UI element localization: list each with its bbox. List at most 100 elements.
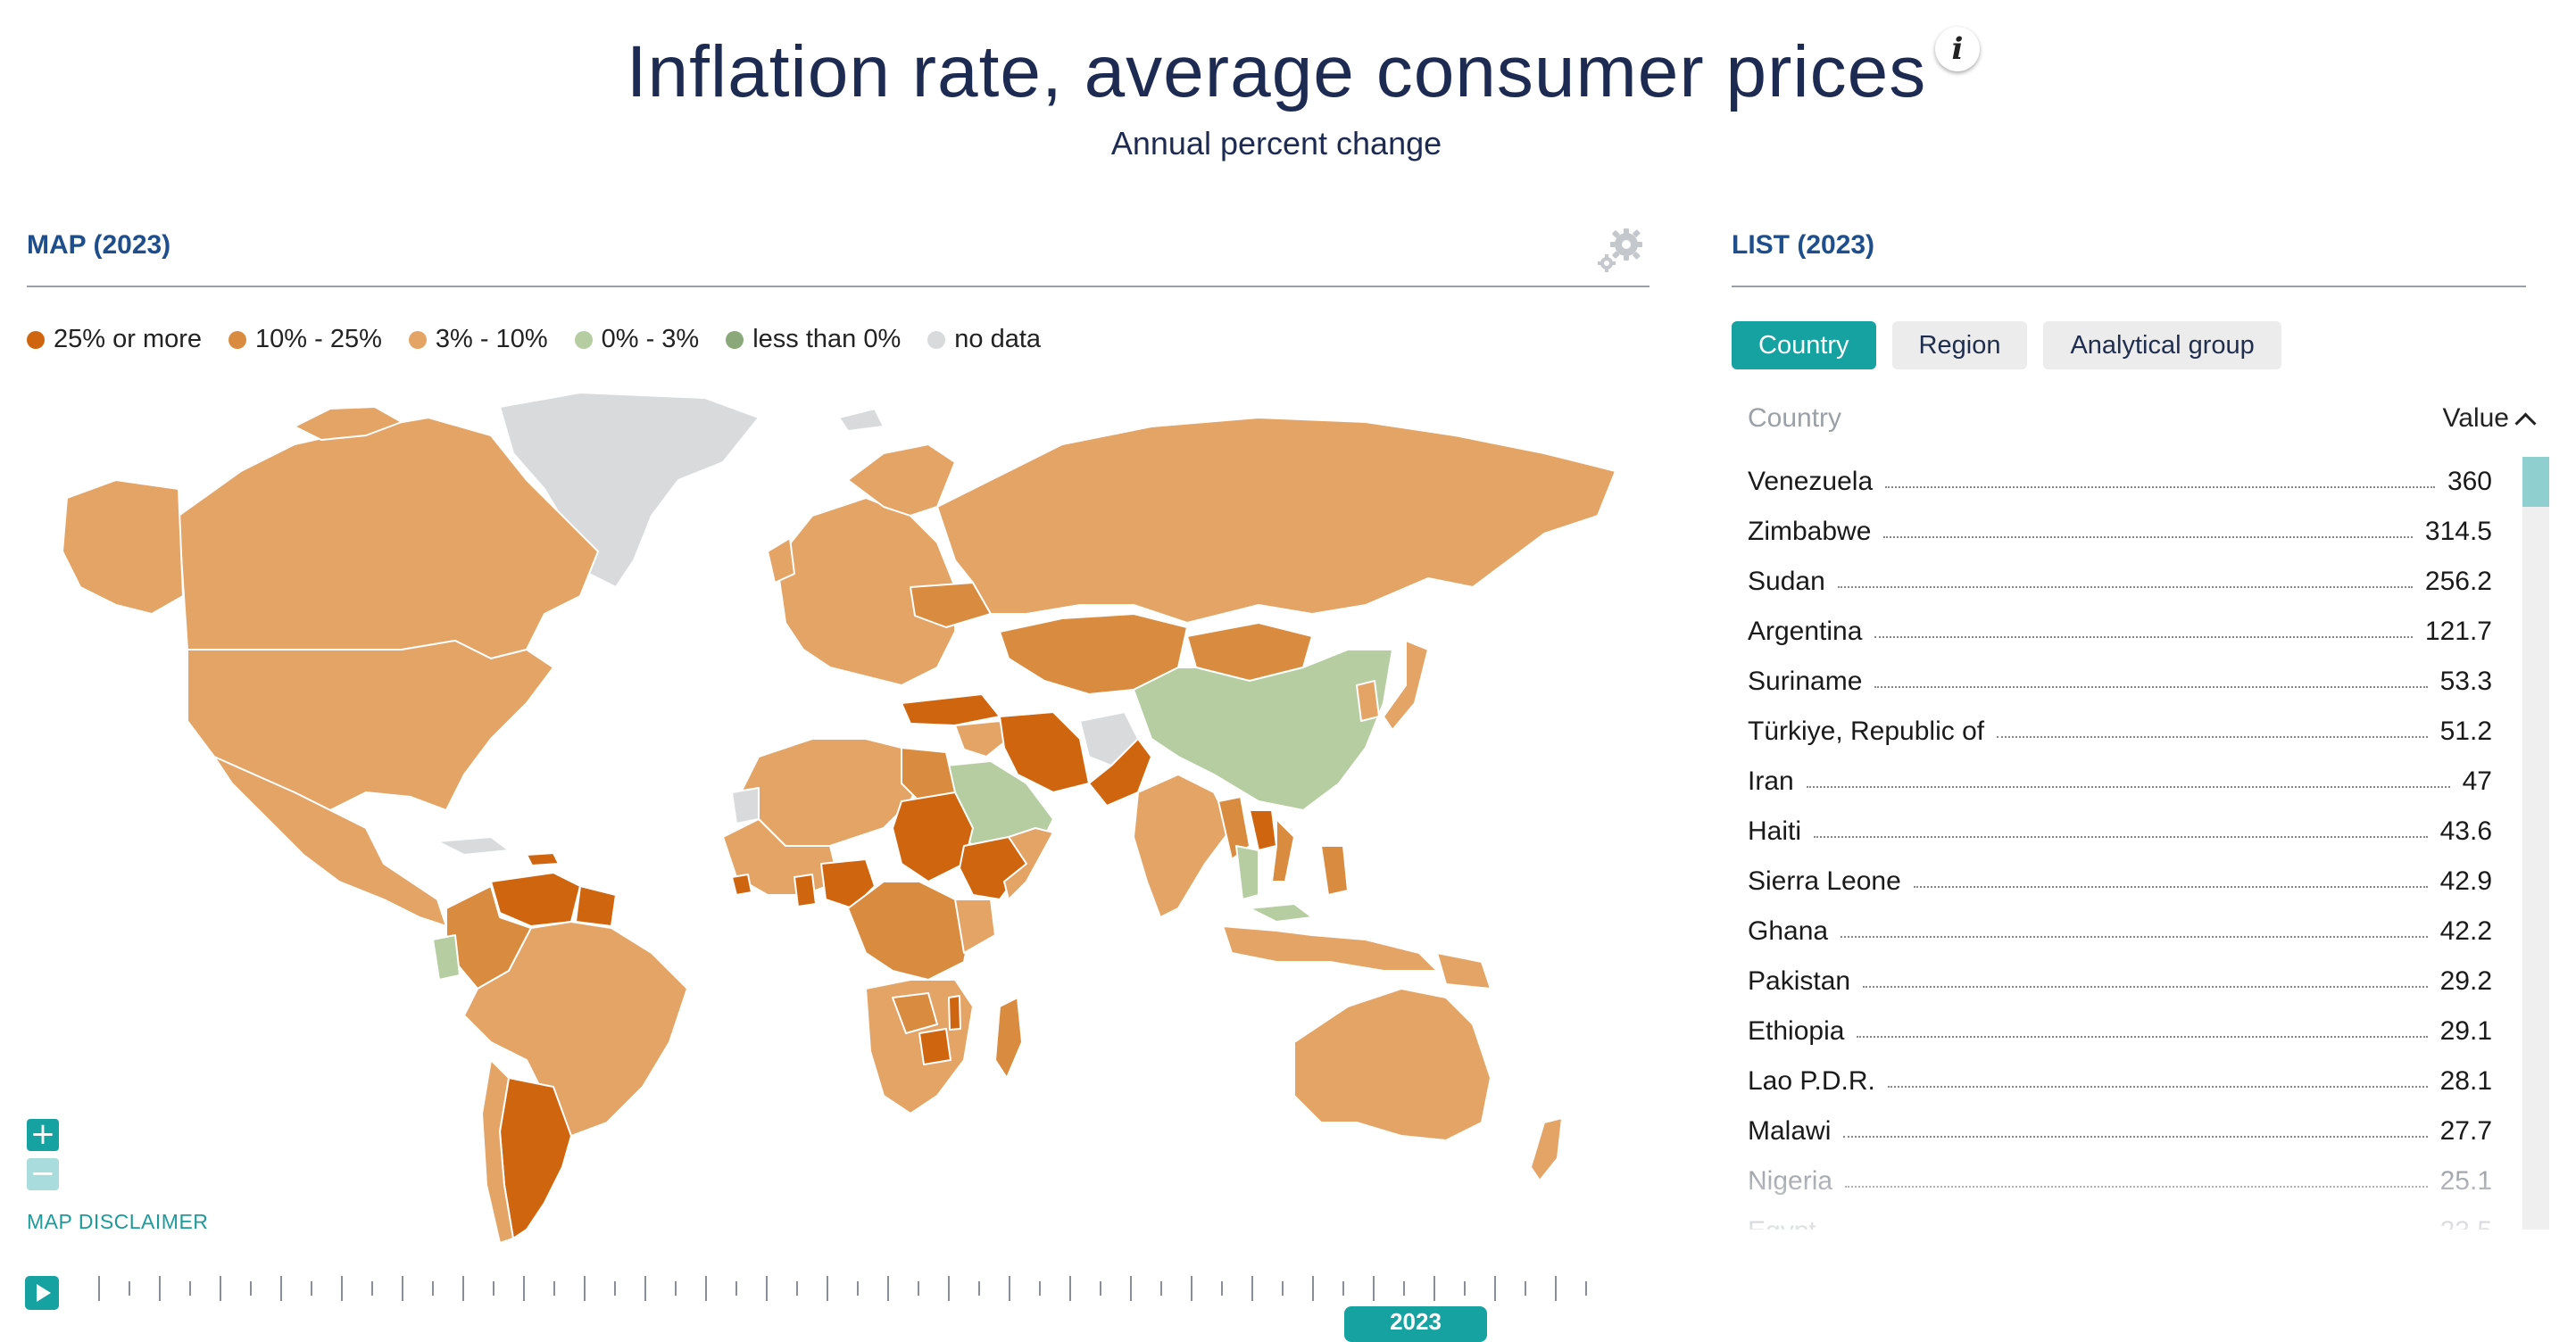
legend-label: 10% - 25% xyxy=(255,325,382,353)
region-cuba xyxy=(436,836,510,856)
page-title: Inflation rate, average consumer prices xyxy=(626,31,1927,112)
legend-swatch xyxy=(27,330,45,349)
gear-icon[interactable] xyxy=(1594,223,1648,277)
list-row-value: 47 xyxy=(2462,766,2492,796)
timeline-tick xyxy=(1403,1281,1405,1296)
list-row-leader xyxy=(1814,836,2428,838)
column-header-country[interactable]: Country xyxy=(1748,403,1842,433)
timeline-tick xyxy=(705,1276,707,1301)
timeline-tick xyxy=(1069,1276,1071,1301)
list-row-value: 360 xyxy=(2447,467,2492,496)
info-icon[interactable]: i xyxy=(1935,27,1980,71)
list-row-leader xyxy=(1887,1086,2428,1088)
region-lao xyxy=(1249,809,1277,851)
region-myanmar xyxy=(1217,796,1251,860)
timeline-tick xyxy=(220,1276,221,1301)
legend-label: no data xyxy=(954,325,1042,353)
column-header-value-label: Value xyxy=(2442,403,2509,433)
list-row-leader xyxy=(1806,786,2450,788)
world-map[interactable] xyxy=(27,382,1651,1247)
list-row-value: 256.2 xyxy=(2424,567,2492,596)
legend-item[interactable]: 0% - 3% xyxy=(574,325,699,354)
timeline-tick xyxy=(1312,1276,1314,1301)
list-row-country: Haiti xyxy=(1748,816,1802,846)
tab-analytical-group[interactable]: Analytical group xyxy=(2043,321,2281,369)
legend-swatch xyxy=(927,330,946,349)
legend-item[interactable]: 3% - 10% xyxy=(408,325,548,354)
year-timeline[interactable] xyxy=(98,1276,1587,1312)
list-row[interactable]: Türkiye, Republic of 51.2 xyxy=(1748,707,2492,757)
sort-asc-icon xyxy=(2514,412,2537,435)
legend-swatch xyxy=(229,330,247,349)
timeline-tick xyxy=(948,1276,950,1301)
list-row[interactable]: Sierra Leone 42.9 xyxy=(1748,857,2492,907)
list-row[interactable]: Iran 47 xyxy=(1748,757,2492,807)
zoom-out-button[interactable]: − xyxy=(27,1158,59,1190)
country-list[interactable]: Venezuela 360 Zimbabwe 314.5 Sudan 256.2 Argen… xyxy=(1748,457,2492,1230)
legend-item[interactable]: no data xyxy=(927,325,1041,354)
timeline-tick xyxy=(523,1276,525,1301)
list-row[interactable]: Argentina 121.7 xyxy=(1748,607,2492,657)
list-row[interactable]: Ghana 42.2 xyxy=(1748,907,2492,957)
list-row[interactable]: Haiti 43.6 xyxy=(1748,807,2492,857)
current-year-handle[interactable]: 2023 xyxy=(1344,1306,1487,1342)
region-western-sahara xyxy=(731,787,760,824)
timeline-tick xyxy=(432,1281,434,1296)
legend-swatch xyxy=(574,330,593,349)
timeline-tick xyxy=(280,1276,282,1301)
region-scandinavia xyxy=(847,443,956,517)
region-turkiye xyxy=(901,693,1001,726)
timeline-tick xyxy=(1433,1276,1435,1301)
legend-swatch xyxy=(726,330,744,349)
list-heading-rule xyxy=(1732,286,2526,287)
list-row[interactable]: Malawi 27.7 xyxy=(1748,1106,2492,1156)
region-png xyxy=(1436,952,1492,990)
timeline-tick xyxy=(1525,1281,1526,1296)
legend-item[interactable]: less than 0% xyxy=(726,325,901,354)
list-row-country: Ghana xyxy=(1748,916,1829,946)
region-arctic-islands xyxy=(294,406,403,441)
list-row[interactable]: Ethiopia 29.1 xyxy=(1748,1006,2492,1056)
legend-label: 25% or more xyxy=(54,325,203,353)
timeline-tick xyxy=(918,1281,919,1296)
legend-item[interactable]: 25% or more xyxy=(27,325,202,354)
timeline-tick xyxy=(462,1276,464,1301)
list-row[interactable]: Pakistan 29.2 xyxy=(1748,957,2492,1006)
list-row-value: 29.1 xyxy=(2439,1016,2492,1046)
region-malawi xyxy=(948,995,961,1031)
region-sudan xyxy=(892,791,974,882)
timeline-tick xyxy=(1342,1281,1344,1296)
region-thailand xyxy=(1235,845,1259,900)
zoom-in-button[interactable]: + xyxy=(27,1119,59,1151)
list-row-country: Argentina xyxy=(1748,617,1863,646)
region-pakistan xyxy=(1088,738,1152,807)
timeline-tick xyxy=(584,1276,586,1301)
map-disclaimer-link[interactable]: MAP DISCLAIMER xyxy=(27,1210,209,1233)
timeline-tick xyxy=(1009,1276,1010,1301)
timeline-tick xyxy=(159,1276,161,1301)
column-header-value[interactable]: Value xyxy=(2442,403,2537,435)
list-row-leader xyxy=(1874,636,2413,638)
list-scrollbar-thumb[interactable] xyxy=(2522,457,2549,507)
region-iran xyxy=(999,711,1090,793)
timeline-tick xyxy=(1160,1281,1162,1296)
region-zimbabwe xyxy=(918,1028,951,1065)
list-row[interactable]: Suriname 53.3 xyxy=(1748,657,2492,707)
list-row[interactable]: Zimbabwe 314.5 xyxy=(1748,507,2492,557)
list-row-value: 27.7 xyxy=(2439,1116,2492,1146)
list-row[interactable]: Sudan 256.2 xyxy=(1748,557,2492,607)
tab-country[interactable]: Country xyxy=(1732,321,1876,369)
timeline-tick xyxy=(675,1281,677,1296)
region-sierra-leone xyxy=(731,874,752,896)
list-row-leader xyxy=(1841,936,2428,938)
play-icon[interactable] xyxy=(25,1276,59,1310)
tab-region[interactable]: Region xyxy=(1891,321,2028,369)
list-scrollbar[interactable] xyxy=(2522,457,2549,1230)
list-row[interactable]: Venezuela 360 xyxy=(1748,457,2492,507)
legend-item[interactable]: 10% - 25% xyxy=(229,325,382,354)
timeline-tick xyxy=(1130,1276,1132,1301)
region-ghana xyxy=(794,874,817,907)
region-middle-east xyxy=(954,720,1010,758)
list-row[interactable]: Lao P.D.R. 28.1 xyxy=(1748,1056,2492,1106)
list-row-leader xyxy=(1997,736,2428,738)
